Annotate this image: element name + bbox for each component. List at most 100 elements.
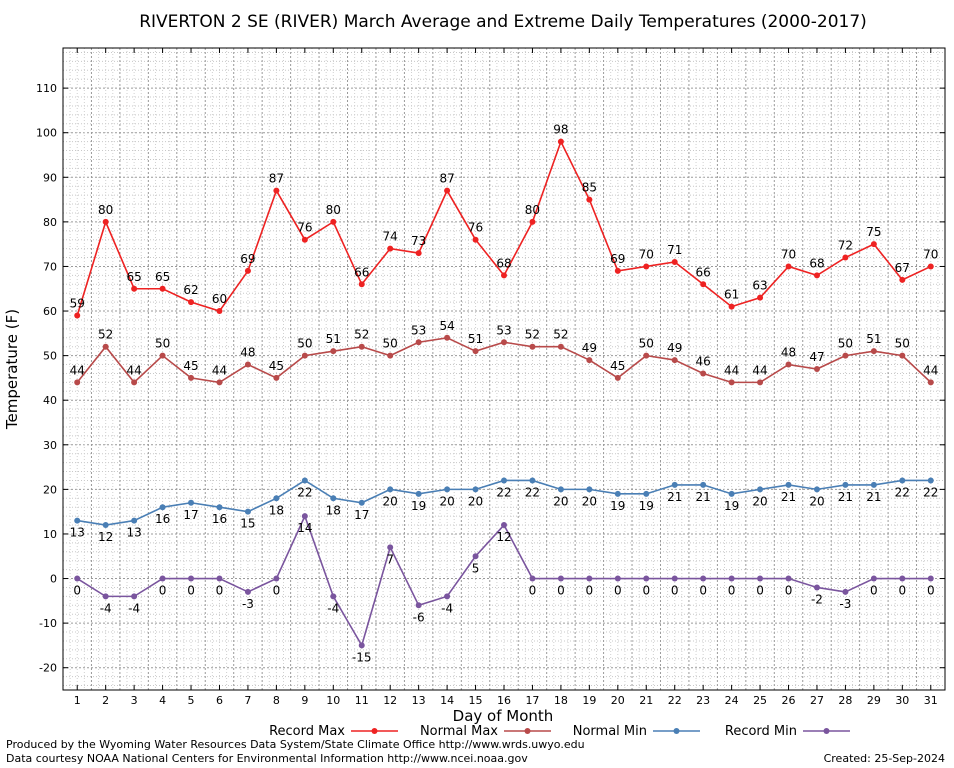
normal-min-data-label: 22 (525, 485, 540, 499)
record-min-data-label: 0 (899, 584, 907, 598)
normal-min-data-label: 15 (240, 517, 255, 531)
x-tick-label: 12 (383, 694, 397, 707)
y-tick-label: -10 (39, 617, 57, 630)
normal-min-data-label: 19 (411, 499, 426, 513)
record-max-point (273, 187, 280, 194)
x-tick-label: 22 (668, 694, 682, 707)
x-tick-label: 10 (326, 694, 340, 707)
record-min-data-label: -6 (413, 610, 425, 624)
normal-min-point (614, 490, 621, 497)
normal-max-point (472, 348, 479, 355)
record-min-data-label: 12 (496, 530, 511, 544)
normal-max-data-label: 52 (525, 328, 540, 342)
normal-min-data-label: 16 (155, 512, 170, 526)
x-tick-label: 23 (696, 694, 710, 707)
normal-max-data-label: 50 (639, 337, 654, 351)
record-min-data-label: 0 (159, 584, 167, 598)
normal-max-point (415, 339, 422, 346)
normal-max-point (330, 348, 337, 355)
normal-max-data-label: 45 (269, 359, 284, 373)
record-max-data-label: 61 (724, 288, 739, 302)
legend-marker-record-min (823, 728, 830, 734)
normal-min-point (671, 481, 678, 488)
record-min-point (387, 544, 394, 551)
record-min-data-label: -4 (441, 601, 453, 615)
y-tick-label: 0 (50, 573, 57, 586)
normal-max-point (643, 352, 650, 359)
record-min-point (700, 575, 707, 582)
record-max-point (387, 245, 394, 252)
record-max-data-label: 73 (411, 234, 426, 248)
normal-min-data-label: 20 (553, 494, 568, 508)
record-min-data-label: 0 (785, 584, 793, 598)
record-min-point (102, 593, 109, 600)
record-max-data-label: 74 (383, 230, 398, 244)
record-max-data-label: 80 (326, 203, 341, 217)
record-min-point (501, 522, 507, 529)
normal-min-data-label: 19 (724, 499, 739, 513)
record-max-point (330, 218, 337, 225)
record-min-point (643, 575, 650, 582)
x-tick-label: 15 (469, 694, 483, 707)
record-min-point (813, 584, 820, 591)
normal-max-data-label: 44 (752, 363, 767, 377)
record-max-point (842, 254, 849, 261)
normal-max-data-label: 48 (781, 346, 796, 360)
normal-min-point (387, 486, 394, 493)
record-max-data-label: 66 (354, 265, 369, 279)
record-max-point (899, 276, 906, 283)
normal-max-point (131, 379, 138, 386)
x-tick-label: 16 (497, 694, 511, 707)
x-tick-label: 24 (725, 694, 739, 707)
record-min-point (757, 575, 764, 582)
y-tick-label: -20 (39, 662, 57, 675)
y-tick-label: 30 (43, 439, 57, 452)
record-max-point (557, 138, 564, 145)
record-min-point (472, 553, 479, 560)
x-tick-label: 30 (895, 694, 909, 707)
normal-max-point (244, 361, 251, 368)
normal-max-point (842, 352, 849, 359)
record-min-data-label: 0 (529, 584, 537, 598)
record-min-point (330, 593, 337, 600)
record-max-point (757, 294, 764, 301)
record-max-point (586, 196, 593, 203)
record-max-data-label: 76 (468, 221, 483, 235)
normal-min-point (301, 477, 308, 484)
record-min-data-label: 0 (586, 584, 594, 598)
record-min-point (159, 575, 166, 582)
record-max-point (102, 218, 109, 225)
normal-min-data-label: 22 (496, 485, 511, 499)
record-min-point (899, 575, 906, 582)
normal-min-point (358, 499, 365, 506)
normal-max-point (444, 334, 451, 341)
normal-max-data-label: 50 (895, 337, 910, 351)
normal-min-point (216, 504, 223, 511)
record-max-point (671, 259, 678, 265)
record-min-data-label: -3 (242, 597, 254, 611)
record-min-data-label: 7 (386, 552, 394, 566)
record-min-point (842, 588, 849, 595)
record-max-point (472, 236, 479, 243)
record-min-data-label: 5 (472, 561, 480, 575)
record-min-point (301, 513, 308, 520)
normal-max-point (74, 379, 81, 386)
x-tick-label: 6 (216, 694, 223, 707)
x-tick-label: 13 (412, 694, 426, 707)
normal-min-point (643, 490, 650, 497)
record-max-point (301, 236, 308, 243)
normal-min-point (813, 486, 820, 493)
record-min-data-label: 0 (216, 584, 224, 598)
normal-min-data-label: 22 (297, 485, 312, 499)
record-min-data-label: 0 (273, 584, 281, 598)
normal-min-point (501, 477, 507, 484)
record-max-point (358, 281, 365, 288)
x-tick-label: 18 (554, 694, 568, 707)
normal-max-data-label: 44 (724, 363, 739, 377)
record-min-data-label: -4 (327, 601, 339, 615)
record-min-data-label: -3 (839, 597, 851, 611)
normal-max-data-label: 44 (70, 363, 85, 377)
normal-max-point (273, 374, 280, 381)
record-min-data-label: -2 (811, 592, 823, 606)
